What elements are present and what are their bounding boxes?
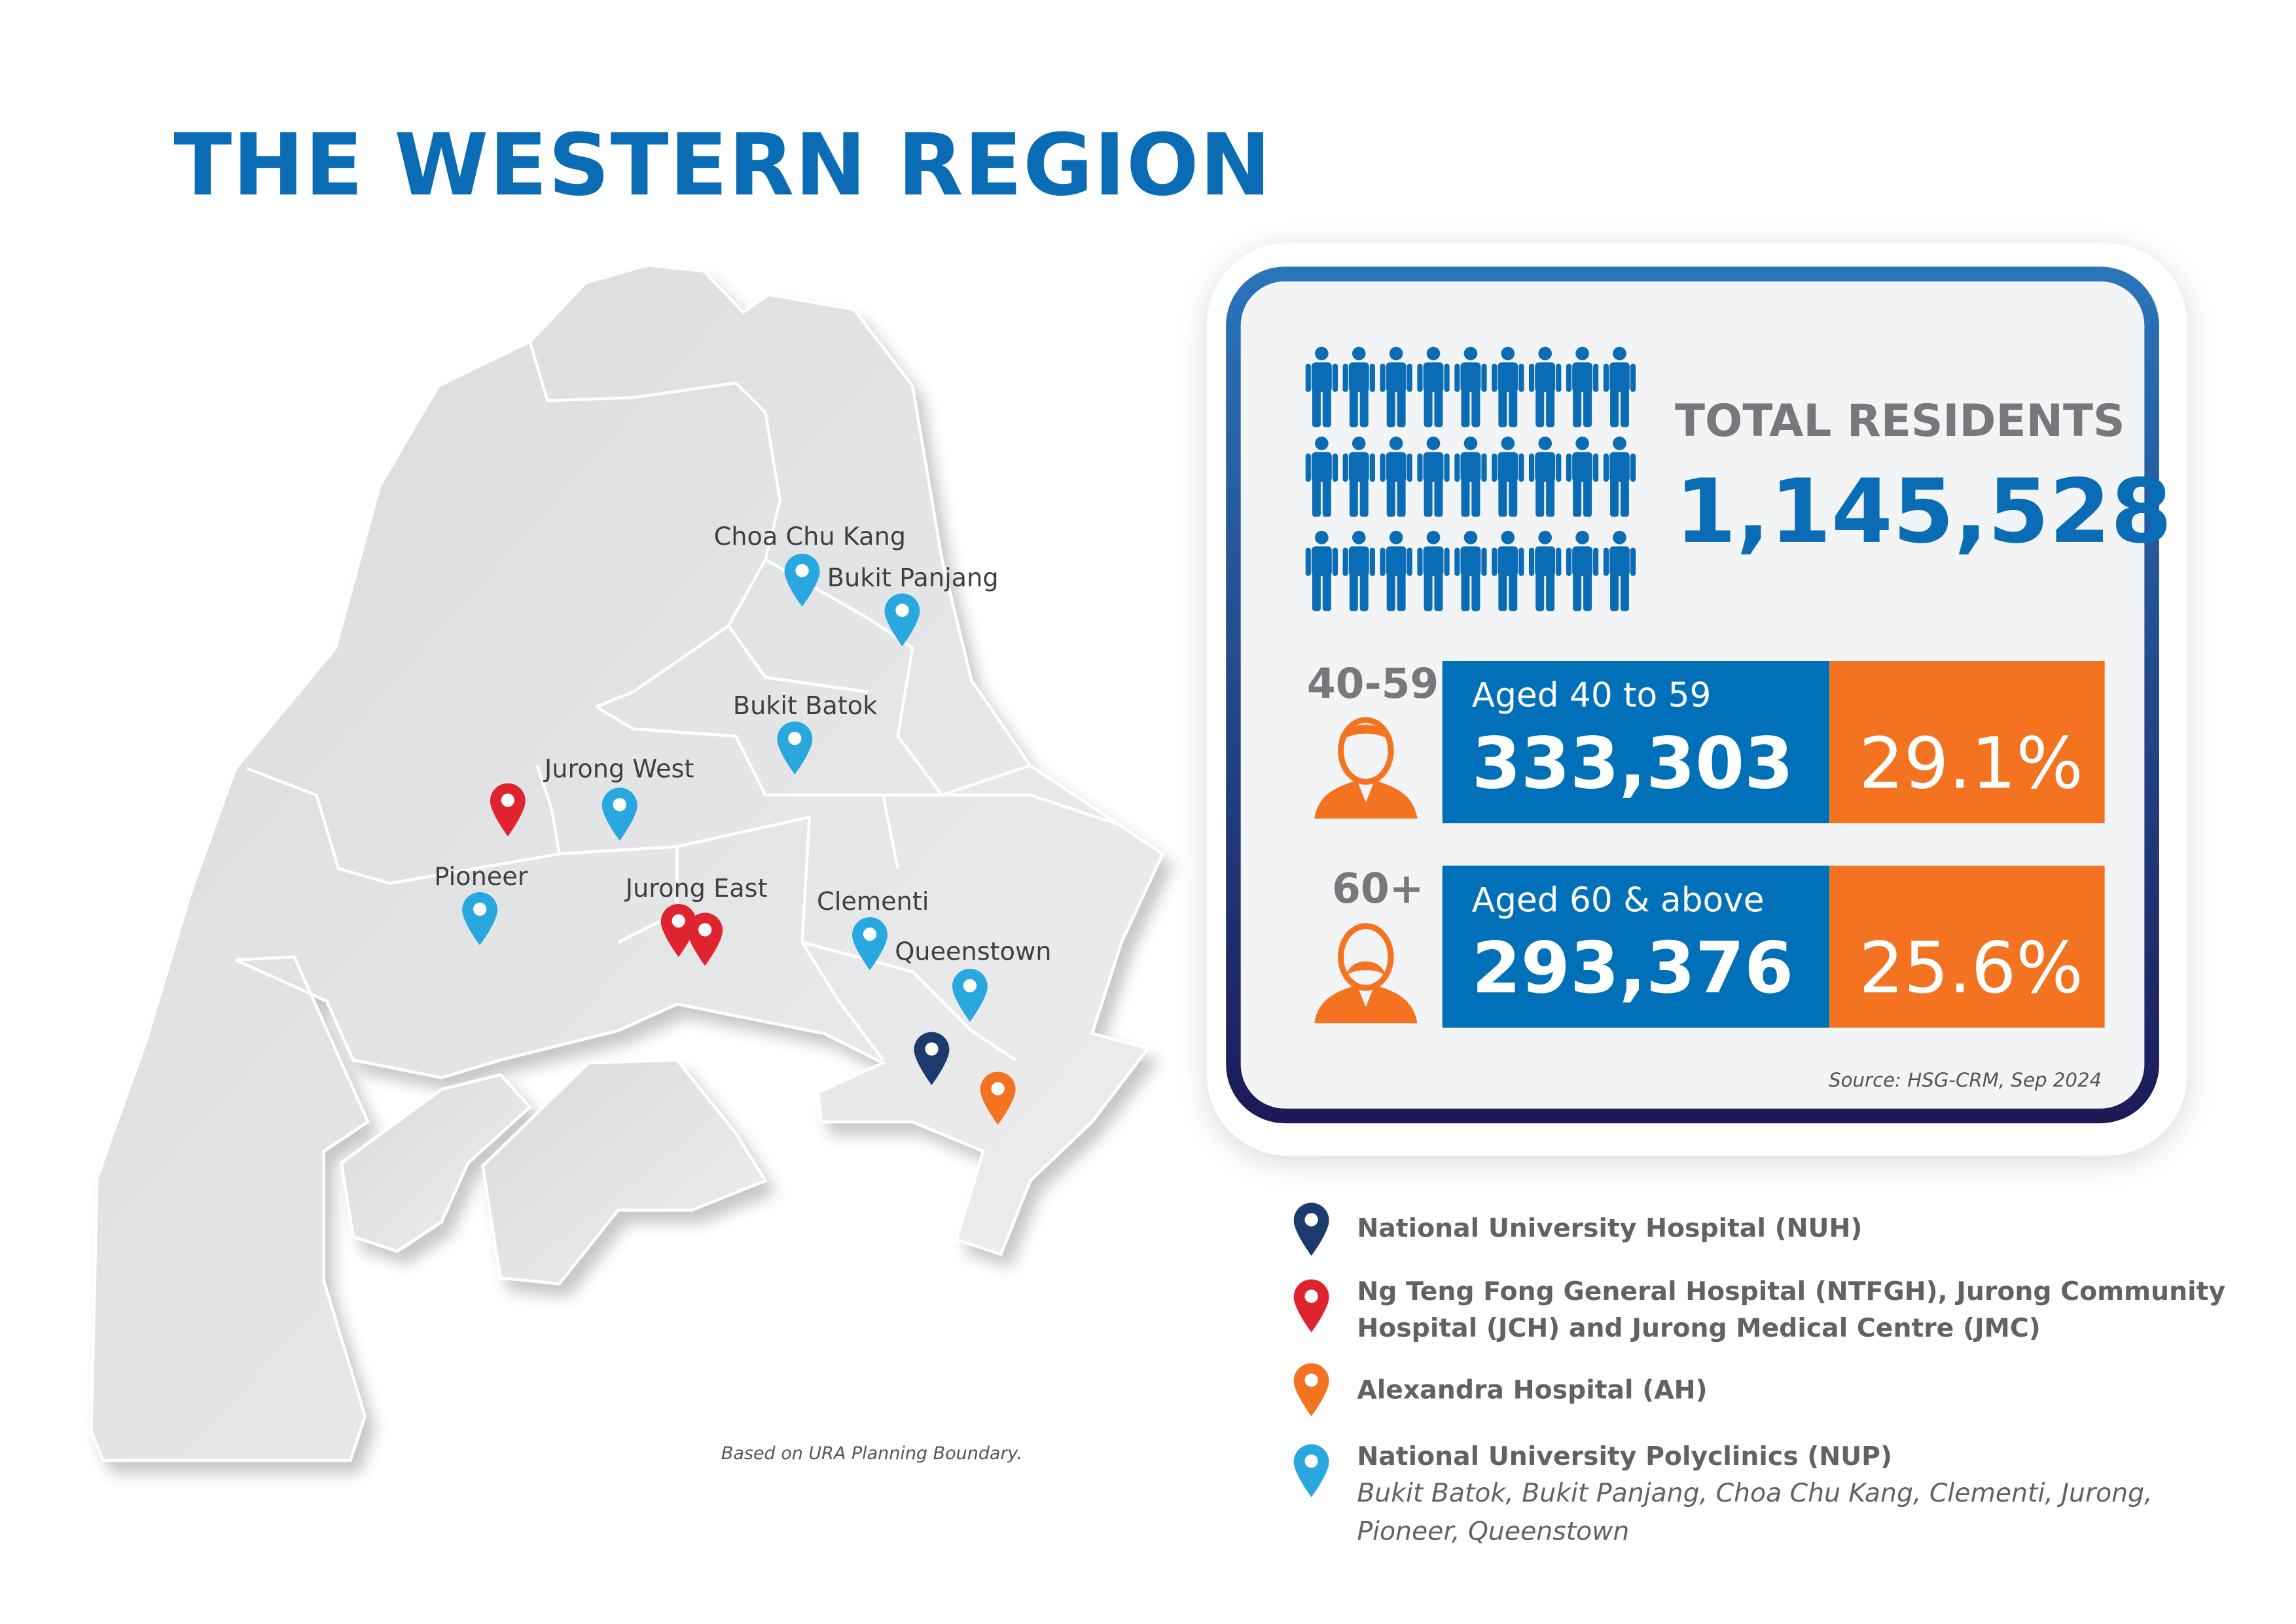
map-label-jurong-east: Jurong East	[624, 875, 768, 903]
elderly-male-icon	[1314, 923, 1418, 1024]
group-percent-60-plus: 25.6%	[1859, 928, 2083, 1009]
map-label-bukit-batok: Bukit Batok	[733, 692, 878, 721]
male-adult-icon	[1314, 717, 1418, 819]
map-label-choa-chu-kang: Choa Chu Kang	[714, 522, 906, 551]
total-residents-value: 1,145,528	[1675, 460, 2172, 563]
legend-item-nup-sub: Bukit Batok, Bukit Panjang, Choa Chu Kan…	[1357, 1478, 2152, 1508]
map-labels: Choa Chu Kang Bukit Panjang Bukit Batok …	[434, 522, 1051, 966]
map-label-pioneer: Pioneer	[434, 863, 528, 892]
source-note: Source: HSG-CRM, Sep 2024	[1829, 1069, 2102, 1091]
map-label-queenstown: Queenstown	[895, 937, 1051, 966]
legend-item-ntfgh-line2: Hospital (JCH) and Jurong Medical Centre…	[1357, 1313, 2040, 1343]
legend-item-nup-sub-line2: Pioneer, Queenstown	[1357, 1516, 1629, 1546]
map-label-jurong-west: Jurong West	[543, 755, 694, 784]
people-icon-grid	[1305, 346, 1636, 611]
map-footnote: Based on URA Planning Boundary.	[721, 1443, 1022, 1464]
group-value-box	[1442, 661, 1830, 823]
island-shape	[340, 1073, 532, 1254]
stats-panel: TOTAL RESIDENTS 1,145,528 40-59 Aged 40 …	[1206, 243, 2187, 1156]
age-tag-40-59: 40-59	[1307, 660, 1439, 708]
total-residents-label: TOTAL RESIDENTS	[1675, 395, 2125, 446]
map-label-clementi: Clementi	[817, 888, 929, 916]
page-title: THE WESTERN REGION	[173, 115, 1272, 215]
map-label-bukit-panjang: Bukit Panjang	[827, 564, 999, 592]
group-value-40-59: 333,303	[1472, 723, 1794, 804]
legend-pin-icon-ntfgh	[1293, 1279, 1329, 1333]
group-percent-box	[1829, 865, 2105, 1028]
legend-pin-icon-nuh	[1293, 1202, 1329, 1256]
age-tag-60-plus: 60+	[1332, 865, 1424, 912]
jurong-island-shape	[481, 1058, 768, 1286]
group-percent-40-59: 29.1%	[1859, 723, 2083, 804]
group-value-60-plus: 293,376	[1472, 928, 1794, 1009]
legend-item-ntfgh: Ng Teng Fong General Hospital (NTFGH), J…	[1357, 1276, 2225, 1307]
planning-boundaries	[246, 341, 1119, 1062]
group-label-40-59: Aged 40 to 59	[1472, 676, 1712, 715]
group-label-60-plus: Aged 60 & above	[1472, 880, 1765, 920]
group-percent-box	[1829, 661, 2105, 823]
legend-pin-icon-nup	[1293, 1444, 1329, 1498]
legend-item-nup: National University Polyclinics (NUP)	[1357, 1441, 1892, 1471]
mainland-shape	[90, 263, 1165, 1462]
legend-pin-icon-ah	[1293, 1363, 1329, 1416]
legend-item-ah: Alexandra Hospital (AH)	[1357, 1375, 1707, 1405]
legend-item-nuh: National University Hospital (NUH)	[1357, 1213, 1862, 1243]
legend: National University Hospital (NUH) Ng Te…	[1293, 1202, 2225, 1546]
western-region-map	[90, 263, 1165, 1462]
group-value-box	[1442, 865, 1830, 1028]
